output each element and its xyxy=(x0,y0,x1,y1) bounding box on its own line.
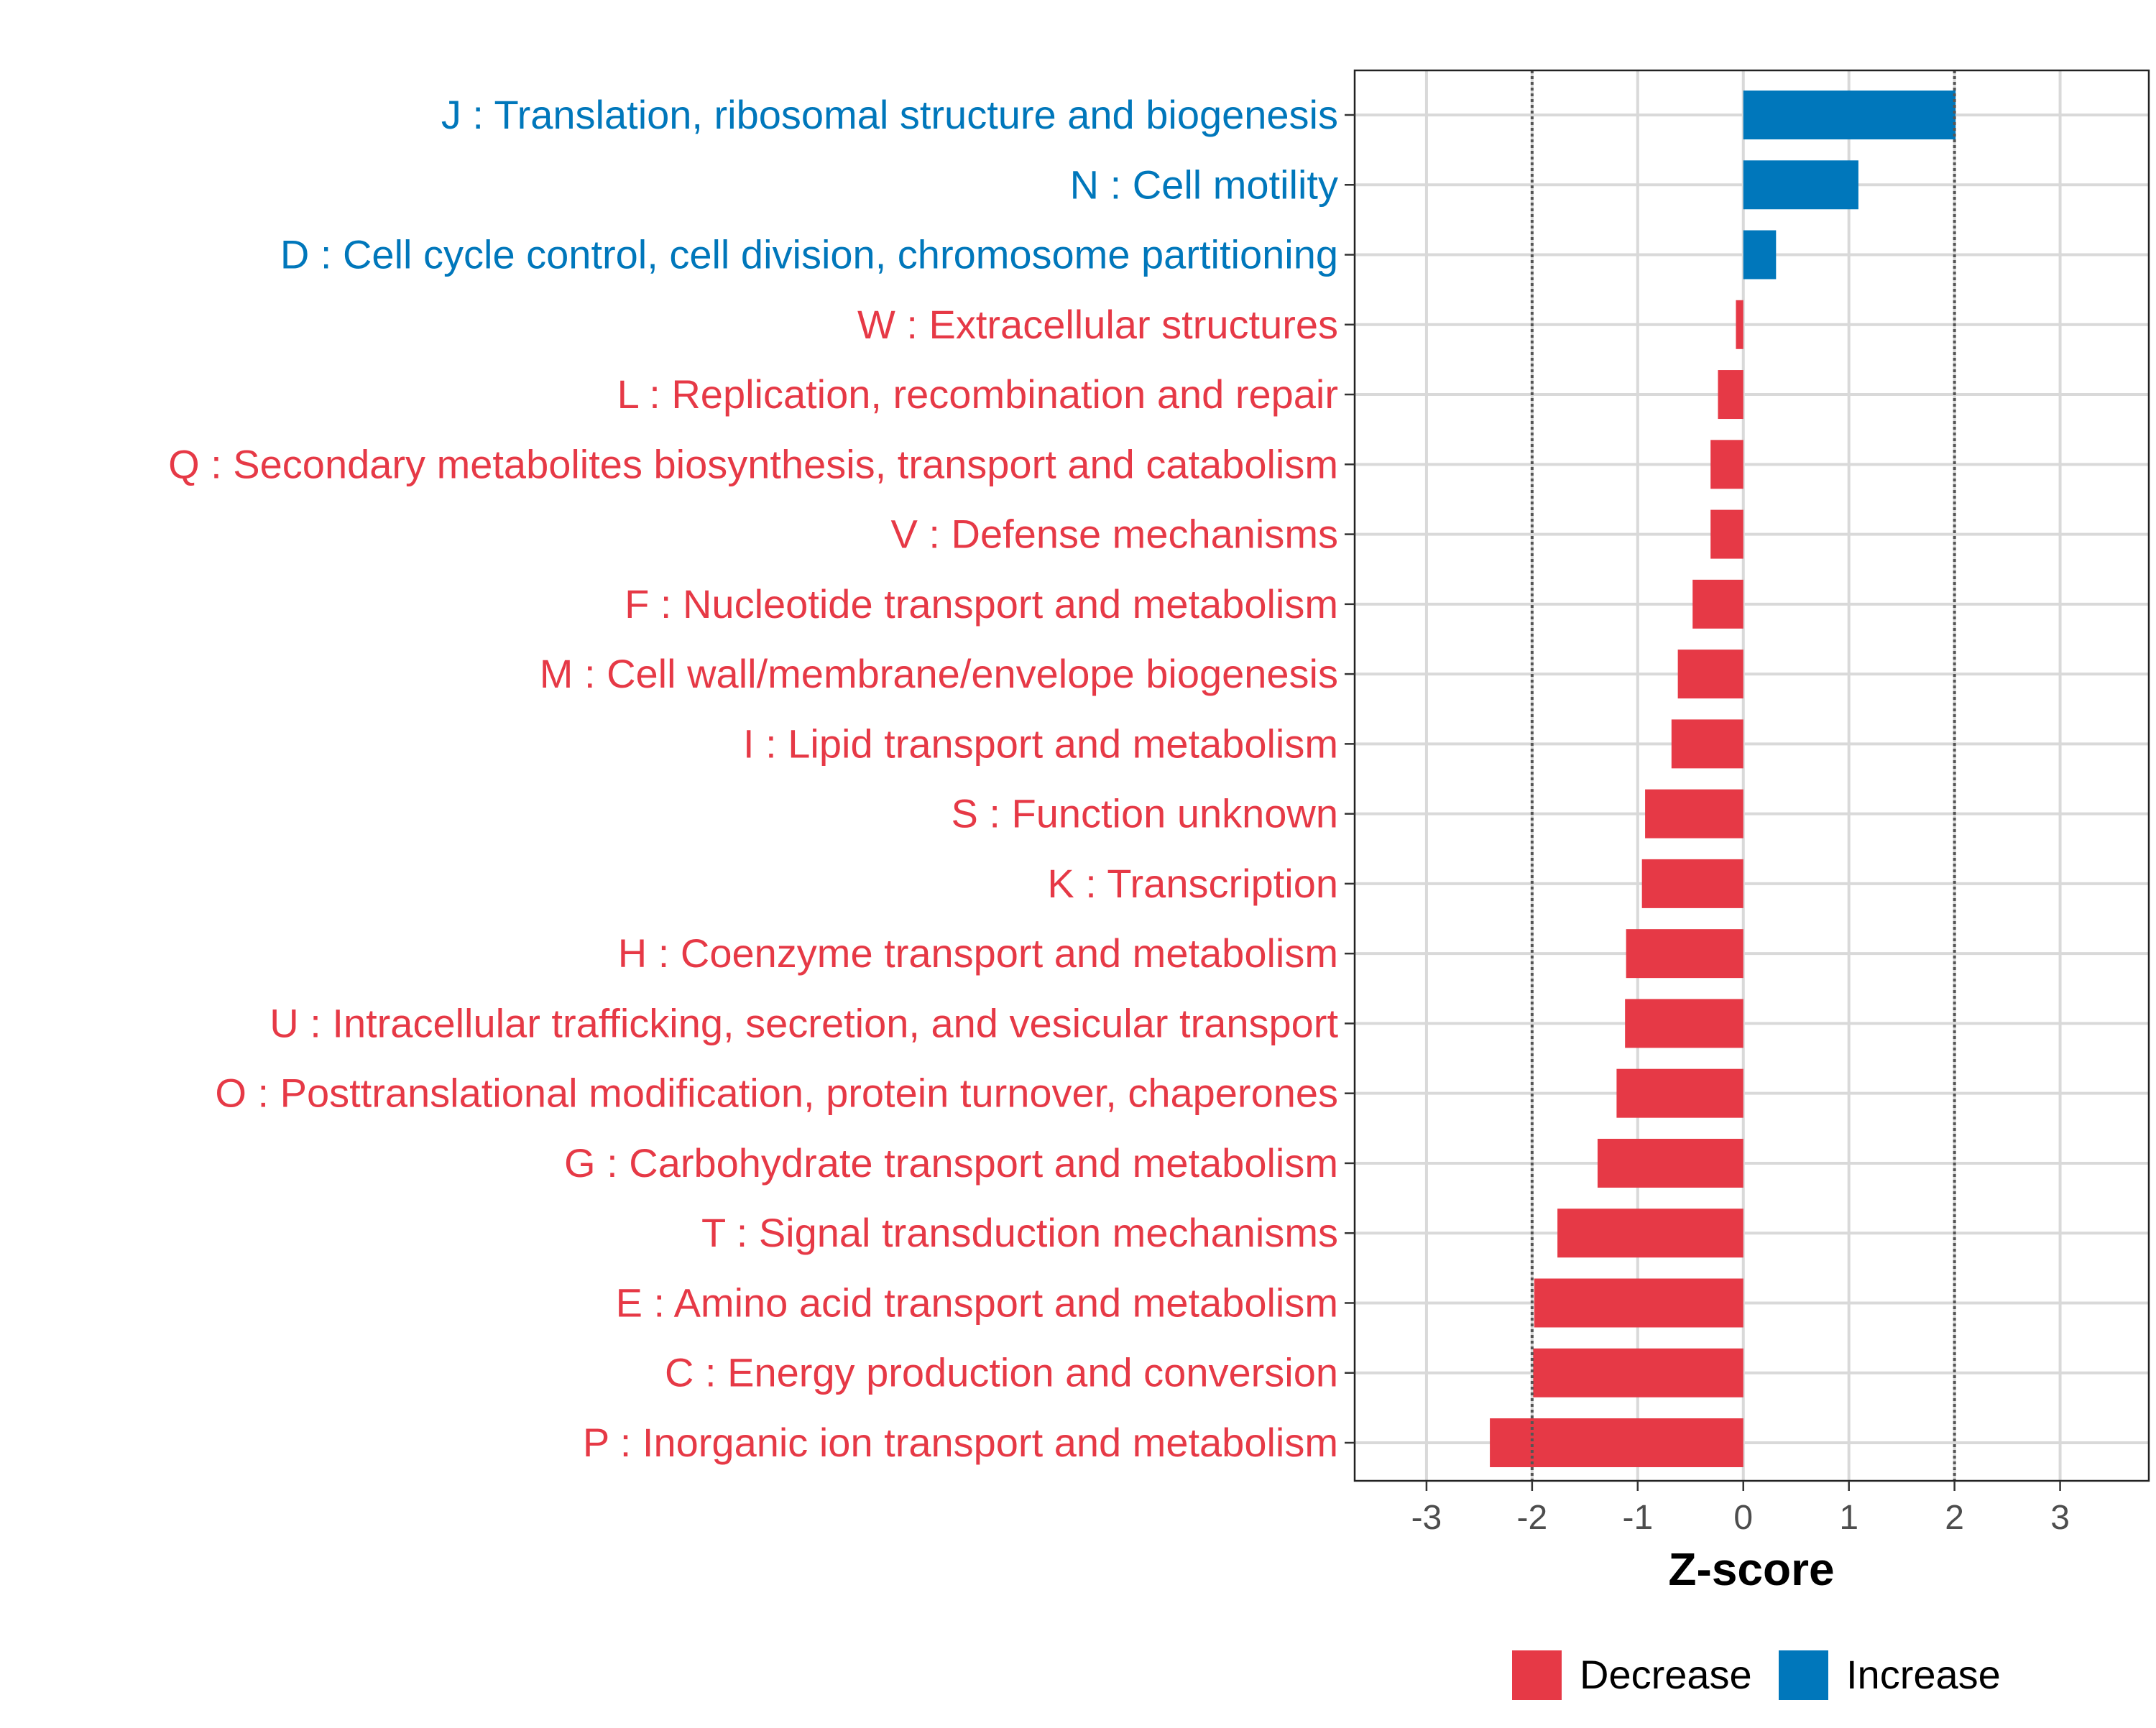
category-label: U : Intracellular trafficking, secretion… xyxy=(270,1000,1338,1045)
bar-K xyxy=(1641,859,1743,908)
x-tick-label: -1 xyxy=(1622,1499,1653,1537)
x-axis-ticks: -3 -2 -1 0 1 2 3 xyxy=(1411,1481,2070,1537)
bar-M xyxy=(1677,650,1743,699)
bar-O xyxy=(1616,1068,1743,1118)
bar-P xyxy=(1490,1418,1743,1467)
category-label: C : Energy production and conversion xyxy=(665,1350,1338,1395)
category-label: D : Cell cycle control, cell division, c… xyxy=(280,232,1338,277)
category-label: S : Function unknown xyxy=(951,791,1338,836)
bar-N xyxy=(1743,160,1858,210)
legend-label-increase: Increase xyxy=(1846,1652,2001,1697)
bar-V xyxy=(1710,509,1743,559)
category-label: H : Coenzyme transport and metabolism xyxy=(618,930,1338,976)
x-tick-label: 3 xyxy=(2050,1499,2070,1537)
category-label: N : Cell motility xyxy=(1070,162,1338,207)
category-label: L : Replication, recombination and repai… xyxy=(617,371,1338,417)
category-label: I : Lipid transport and metabolism xyxy=(743,721,1338,766)
category-label: J : Translation, ribosomal structure and… xyxy=(441,92,1338,137)
reference-lines xyxy=(1530,70,1956,1481)
category-label: P : Inorganic ion transport and metaboli… xyxy=(583,1420,1338,1465)
bar-D xyxy=(1743,230,1777,279)
category-label: Q : Secondary metabolites biosynthesis, … xyxy=(168,441,1338,486)
bar-I xyxy=(1671,719,1743,769)
x-tick-label: -3 xyxy=(1411,1499,1442,1537)
bar-W xyxy=(1736,300,1743,349)
category-label: O : Posttranslational modification, prot… xyxy=(215,1071,1338,1116)
x-tick-label: 1 xyxy=(1839,1499,1858,1537)
panel-border xyxy=(1353,69,2150,1482)
legend-swatch-decrease xyxy=(1512,1650,1562,1700)
bar-L xyxy=(1718,370,1743,420)
bars xyxy=(1490,91,1956,1467)
legend-swatch-increase xyxy=(1779,1650,1828,1700)
category-labels: J : Translation, ribosomal structure and… xyxy=(168,92,1355,1465)
bar-U xyxy=(1625,999,1743,1048)
category-label: F : Nucleotide transport and metabolism xyxy=(625,581,1338,627)
x-tick-label: 2 xyxy=(1945,1499,1964,1537)
x-tick-label: 0 xyxy=(1733,1499,1753,1537)
bar-C xyxy=(1533,1348,1743,1397)
legend: Decrease Increase xyxy=(1512,1650,2001,1700)
x-tick-label: -2 xyxy=(1517,1499,1548,1537)
bar-G xyxy=(1597,1138,1743,1188)
bar-Q xyxy=(1710,440,1743,489)
category-label: T : Signal transduction mechanisms xyxy=(701,1210,1338,1255)
bar-J xyxy=(1743,91,1956,139)
bar-S xyxy=(1645,789,1743,838)
bar-H xyxy=(1626,929,1743,979)
bar-F xyxy=(1692,579,1743,629)
category-label: V : Defense mechanisms xyxy=(891,512,1338,557)
category-label: G : Carbohydrate transport and metabolis… xyxy=(564,1140,1338,1186)
bar-T xyxy=(1557,1209,1743,1258)
category-label: K : Transcription xyxy=(1047,861,1338,906)
grid xyxy=(1355,70,2149,1481)
bar-E xyxy=(1534,1278,1743,1328)
x-axis-title: Z-score xyxy=(1668,1543,1834,1595)
legend-label-decrease: Decrease xyxy=(1580,1652,1752,1697)
category-label: W : Extracellular structures xyxy=(857,302,1338,347)
category-label: M : Cell wall/membrane/envelope biogenes… xyxy=(540,651,1338,696)
category-label: E : Amino acid transport and metabolism xyxy=(616,1280,1338,1325)
